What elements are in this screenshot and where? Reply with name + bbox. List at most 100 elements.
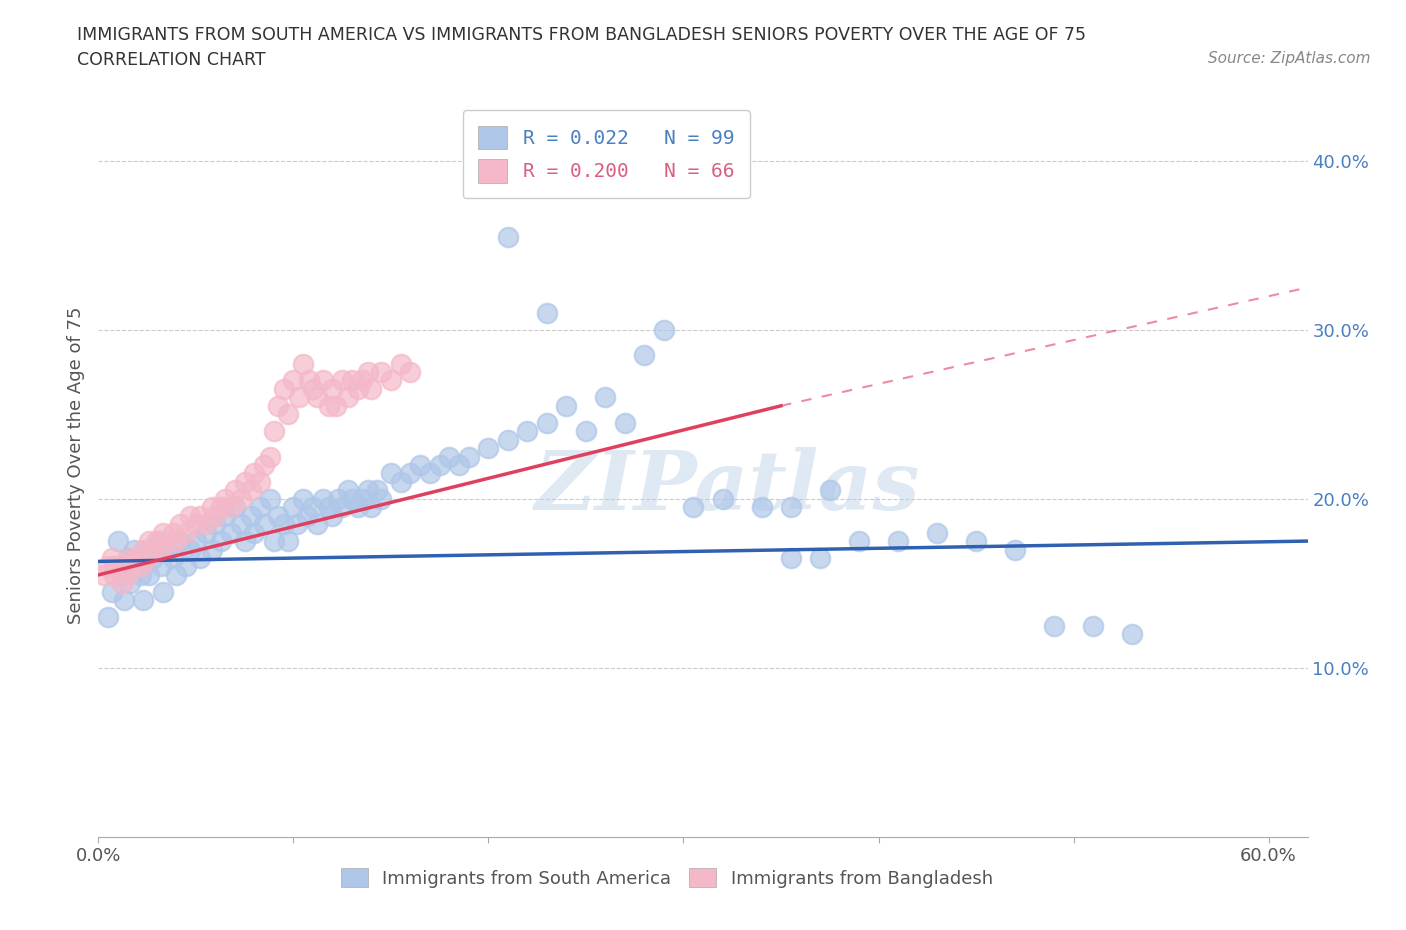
Point [273, 517, 295, 532]
Point [117, 551, 139, 565]
Point [122, 542, 145, 557]
Point [380, 373, 402, 388]
Point [103, 559, 125, 574]
Point [162, 525, 184, 540]
Point [107, 559, 129, 574]
Point [97, 559, 120, 574]
Point [253, 458, 276, 472]
Point [779, 551, 801, 565]
Point [360, 499, 382, 514]
Point [136, 542, 159, 557]
Point [239, 509, 262, 524]
Text: Source: ZipAtlas.com: Source: ZipAtlas.com [1208, 51, 1371, 66]
Point [138, 567, 160, 582]
Point [142, 542, 165, 557]
Point [305, 517, 328, 532]
Point [302, 381, 325, 396]
Point [101, 584, 124, 599]
Point [152, 584, 174, 599]
Point [263, 424, 285, 439]
Point [233, 474, 256, 489]
Point [169, 517, 191, 532]
Point [337, 483, 360, 498]
Point [305, 390, 328, 405]
Point [117, 567, 139, 582]
Point [214, 509, 236, 524]
Point [200, 499, 222, 514]
Point [149, 559, 172, 574]
Point [219, 499, 242, 514]
Point [328, 491, 350, 506]
Point [224, 483, 246, 498]
Point [132, 542, 155, 557]
Point [350, 373, 373, 388]
Point [356, 365, 378, 379]
Point [103, 567, 125, 582]
Point [200, 542, 222, 557]
Point [575, 424, 598, 439]
Point [111, 576, 134, 591]
Point [516, 424, 538, 439]
Point [302, 499, 325, 514]
Point [318, 499, 340, 514]
Point [239, 483, 262, 498]
Point [152, 525, 174, 540]
Point [174, 525, 197, 540]
Point [194, 517, 217, 532]
Point [633, 348, 655, 363]
Point [214, 491, 236, 506]
Point [156, 534, 179, 549]
Point [312, 491, 335, 506]
Point [399, 466, 422, 481]
Point [808, 551, 831, 565]
Point [165, 534, 187, 549]
Point [496, 432, 519, 447]
Point [887, 534, 910, 549]
Point [340, 491, 363, 506]
Point [233, 534, 256, 549]
Point [399, 365, 422, 379]
Point [318, 398, 340, 413]
Point [1121, 627, 1143, 642]
Point [204, 517, 226, 532]
Point [965, 534, 987, 549]
Point [292, 356, 315, 371]
Point [184, 517, 207, 532]
Point [429, 458, 451, 472]
Point [127, 551, 149, 565]
Point [682, 499, 704, 514]
Point [711, 491, 734, 506]
Point [366, 483, 388, 498]
Point [174, 559, 197, 574]
Point [249, 474, 271, 489]
Point [536, 305, 558, 320]
Point [243, 466, 266, 481]
Text: ZIPatlas: ZIPatlas [534, 447, 920, 527]
Text: CORRELATION CHART: CORRELATION CHART [77, 51, 266, 69]
Point [321, 509, 343, 524]
Point [818, 483, 841, 498]
Point [652, 323, 675, 338]
Point [162, 551, 184, 565]
Point [273, 381, 295, 396]
Point [131, 559, 153, 574]
Point [146, 534, 169, 549]
Point [267, 509, 290, 524]
Point [496, 230, 519, 245]
Point [188, 551, 211, 565]
Point [118, 576, 141, 591]
Point [184, 534, 207, 549]
Point [243, 525, 266, 540]
Point [285, 517, 308, 532]
Point [292, 491, 315, 506]
Point [449, 458, 471, 472]
Point [249, 499, 271, 514]
Point [136, 551, 159, 565]
Point [419, 466, 441, 481]
Point [751, 499, 773, 514]
Point [346, 499, 368, 514]
Point [219, 525, 242, 540]
Point [925, 525, 948, 540]
Point [156, 542, 179, 557]
Point [340, 373, 363, 388]
